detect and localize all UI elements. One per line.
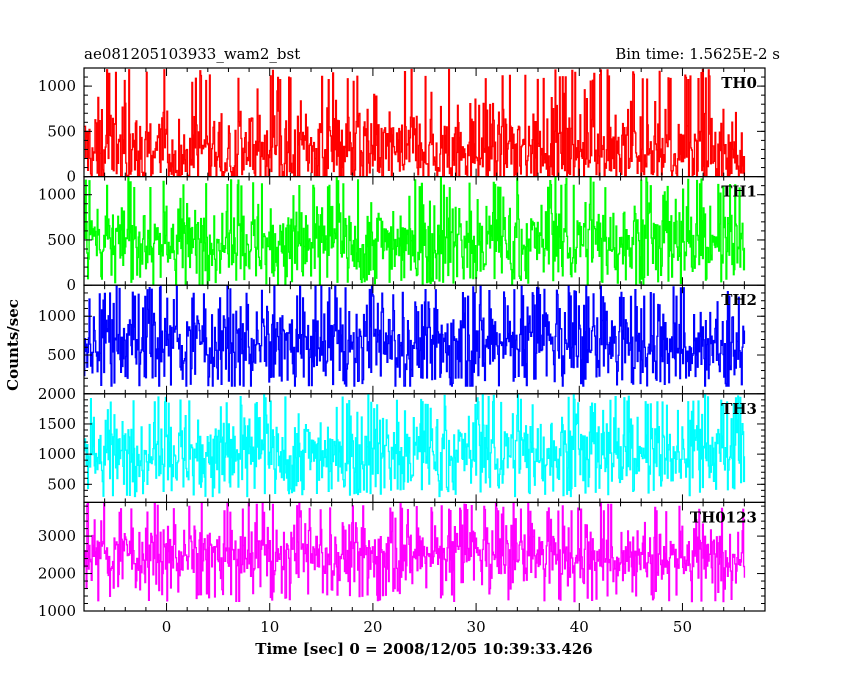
panel-th0123: 1000 2000 3000 TH0123 [38,501,766,620]
series-line-th3 [84,393,746,498]
y-tick-label: 2000 [38,565,76,583]
y-tick-label: 1000 [38,77,76,95]
x-tick-label: 40 [570,618,589,636]
bin-time-label: Bin time: 1.5625E-2 s [615,45,780,63]
series-line-th0 [84,68,746,177]
observation-title: ae081205103933_wam2_bst [84,45,300,63]
y-tick-label: 0 [66,168,76,186]
y-axis-label: Counts/sec [4,299,22,391]
panel-label-th0: TH0 [721,74,757,92]
panel-th1: 0 500 1000 TH1 [38,176,766,294]
panel-frame [83,501,766,612]
y-tick-label: 2000 [38,385,76,403]
panel-th2: 500 1000 TH2 [38,284,766,395]
panel-label-th0123: TH0123 [690,508,757,526]
panel-label-th1: TH1 [721,183,757,201]
series-line-th0123 [84,502,746,603]
y-tick-label: 1000 [38,307,76,325]
y-tick-label: 0 [66,276,76,294]
y-tick-label: 500 [47,475,76,493]
x-tick-label: 10 [260,618,279,636]
panel-th0: 0 500 1000 TH0 [38,67,766,186]
x-tick-label: 0 [162,618,172,636]
y-tick-label: 500 [47,346,76,364]
panel-label-th2: TH2 [721,291,757,309]
y-tick-label: 500 [47,122,76,140]
y-tick-label: 1000 [38,445,76,463]
series-line-th2 [84,285,746,387]
x-tick-label: 20 [363,618,382,636]
panel-label-th3: TH3 [721,400,757,418]
y-tick-label: 1500 [38,415,76,433]
x-tick-label: 30 [467,618,486,636]
x-tick-label: 50 [673,618,692,636]
series-line-th1 [84,176,746,286]
y-tick-label: 3000 [38,527,76,545]
y-tick-label: 1000 [38,602,76,620]
y-tick-label: 1000 [38,186,76,204]
panel-th3: 500 1000 1500 2000 TH3 [38,385,766,503]
x-axis-label: Time [sec] 0 = 2008/12/05 10:39:33.426 [255,640,592,658]
y-tick-label: 500 [47,231,76,249]
